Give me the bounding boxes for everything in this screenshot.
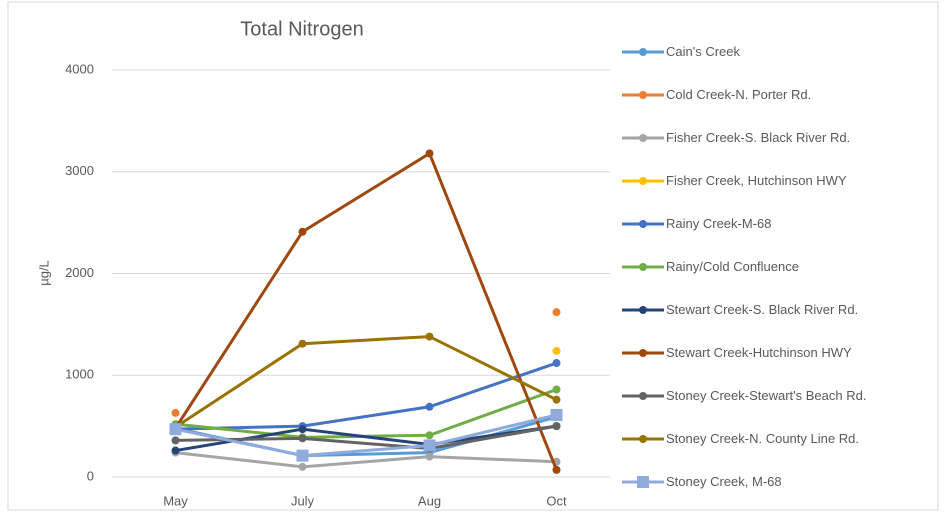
- y-tick-label: 4000: [65, 61, 94, 76]
- legend-label: Cold Creek-N. Porter Rd.: [666, 87, 812, 102]
- y-tick-label: 0: [87, 468, 94, 483]
- marker: [298, 339, 307, 348]
- legend-entry: Rainy Creek-M-68: [620, 202, 920, 245]
- legend-marker: [639, 47, 647, 56]
- series-line: [175, 413, 557, 458]
- legend-key: [622, 434, 664, 443]
- series: [171, 359, 561, 434]
- series-line: [175, 424, 557, 451]
- series-line: [174, 335, 558, 429]
- legend-key: [622, 475, 664, 488]
- marker: [550, 408, 563, 421]
- legend-entry: Stewart Creek-Hutchinson HWY: [620, 331, 920, 374]
- chart-border: [7, 1, 939, 511]
- series-line: [174, 151, 558, 471]
- marker: [425, 431, 434, 440]
- legend-key: [622, 391, 664, 400]
- legend-label: Cain's Creek: [666, 44, 741, 59]
- x-tick-label: Oct: [546, 493, 567, 508]
- legend-label: Fisher Creek-S. Black River Rd.: [666, 130, 851, 145]
- legend-key: [622, 176, 664, 185]
- legend-marker: [639, 434, 647, 443]
- series: [171, 149, 561, 474]
- x-tick-label: July: [291, 493, 315, 508]
- x-tick-label: Aug: [418, 493, 441, 508]
- marker: [171, 446, 180, 455]
- legend-label: Fisher Creek, Hutchinson HWY: [666, 173, 847, 188]
- legend-entry: Fisher Creek-S. Black River Rd.: [620, 116, 920, 159]
- legend-entry: Stewart Creek-S. Black River Rd.: [620, 288, 920, 331]
- marker: [171, 436, 180, 445]
- marker: [298, 462, 307, 471]
- marker: [298, 227, 307, 236]
- series-line: [175, 361, 557, 431]
- series-line: [175, 451, 557, 469]
- legend-key: [622, 348, 664, 357]
- marker: [296, 449, 309, 462]
- legend-key: [622, 219, 664, 228]
- legend-marker: [639, 348, 647, 357]
- legend-key: [622, 305, 664, 314]
- marker: [552, 465, 561, 474]
- marker: [169, 423, 182, 436]
- marker: [552, 346, 561, 355]
- legend: Cain's Creek Cold Creek-N. Porter Rd. Fish…: [620, 30, 920, 503]
- legend-marker: [639, 262, 647, 271]
- x-tick-label: May: [163, 493, 188, 508]
- legend-marker: [639, 133, 647, 142]
- marker: [552, 395, 561, 404]
- marker: [298, 434, 307, 443]
- y-tick-label: 1000: [65, 367, 94, 382]
- legend-label: Stoney Creek, M-68: [666, 474, 782, 489]
- legend-entry: Stoney Creek, M-68: [620, 460, 920, 503]
- legend-label: Stoney Creek-N. County Line Rd.: [666, 431, 859, 446]
- legend-key: [622, 47, 664, 56]
- legend-label: Stoney Creek-Stewart's Beach Rd.: [666, 388, 867, 403]
- legend-entry: Stoney Creek-Stewart's Beach Rd.: [620, 374, 920, 417]
- y-tick-label: 2000: [65, 265, 94, 280]
- legend-label: Rainy Creek-M-68: [666, 216, 772, 231]
- legend-label: Rainy/Cold Confluence: [666, 259, 799, 274]
- series: [171, 448, 561, 471]
- legend-entry: Stoney Creek-N. County Line Rd.: [620, 417, 920, 460]
- series: [552, 346, 561, 355]
- y-tick-label: 3000: [65, 163, 94, 178]
- legend-marker: [637, 475, 649, 488]
- legend-entry: Cain's Creek: [620, 30, 920, 73]
- chart-title: Total Nitrogen: [240, 18, 363, 40]
- legend-label: Stewart Creek-S. Black River Rd.: [666, 302, 859, 317]
- legend-entry: Fisher Creek, Hutchinson HWY: [620, 159, 920, 202]
- marker: [425, 332, 434, 341]
- series: [171, 308, 561, 417]
- marker: [298, 425, 307, 434]
- legend-entry: Rainy/Cold Confluence: [620, 245, 920, 288]
- legend-entry: Cold Creek-N. Porter Rd.: [620, 73, 920, 116]
- legend-marker: [639, 90, 647, 99]
- legend-marker: [639, 391, 647, 400]
- marker: [425, 402, 434, 411]
- series: [169, 408, 563, 462]
- marker: [552, 422, 561, 431]
- marker: [425, 452, 434, 461]
- marker: [552, 359, 561, 368]
- legend-marker: [639, 219, 647, 228]
- marker: [171, 408, 180, 417]
- legend-marker: [639, 176, 647, 185]
- legend-key: [622, 262, 664, 271]
- marker: [552, 385, 561, 394]
- legend-key: [622, 90, 664, 99]
- marker: [423, 439, 436, 452]
- legend-label: Stewart Creek-Hutchinson HWY: [666, 345, 852, 360]
- y-axis-label: µg/L: [36, 260, 51, 286]
- legend-marker: [639, 305, 647, 314]
- marker: [425, 149, 434, 158]
- marker: [552, 308, 561, 317]
- legend-key: [622, 133, 664, 142]
